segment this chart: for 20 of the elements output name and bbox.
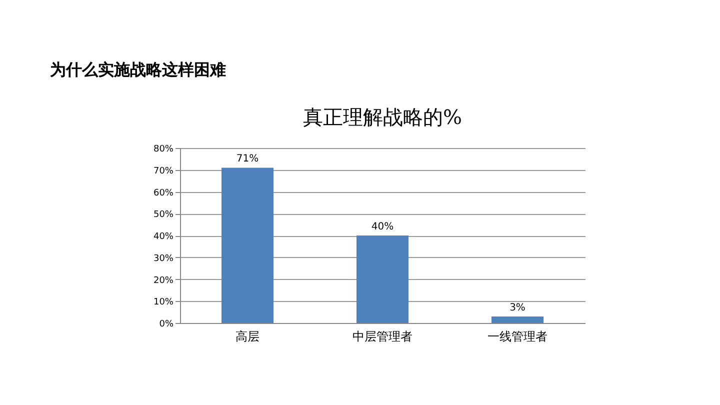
y-tick-label: 40%	[153, 232, 174, 242]
y-tick-label: 20%	[153, 276, 174, 286]
chart-title: 真正理解战略的%	[302, 105, 462, 129]
x-tick-label: 中层管理者	[352, 330, 412, 344]
data-label: 3%	[510, 302, 526, 314]
y-tick-label: 60%	[153, 188, 174, 198]
y-tick-label: 0%	[159, 320, 174, 330]
data-label: 71%	[236, 154, 259, 165]
bar	[222, 168, 274, 323]
y-tick-label: 70%	[153, 166, 174, 176]
y-tick-label: 50%	[153, 210, 174, 220]
data-label: 40%	[371, 222, 394, 232]
bar	[356, 236, 408, 323]
text: 为什么实施战略这样困难	[50, 60, 226, 79]
bar	[492, 316, 544, 323]
x-tick-label: 一线管理者	[488, 330, 548, 344]
x-tick-label: 高层	[236, 330, 260, 344]
y-tick-label: 80%	[153, 144, 174, 154]
y-tick-label: 10%	[153, 298, 174, 308]
y-tick-label: 30%	[153, 254, 174, 264]
